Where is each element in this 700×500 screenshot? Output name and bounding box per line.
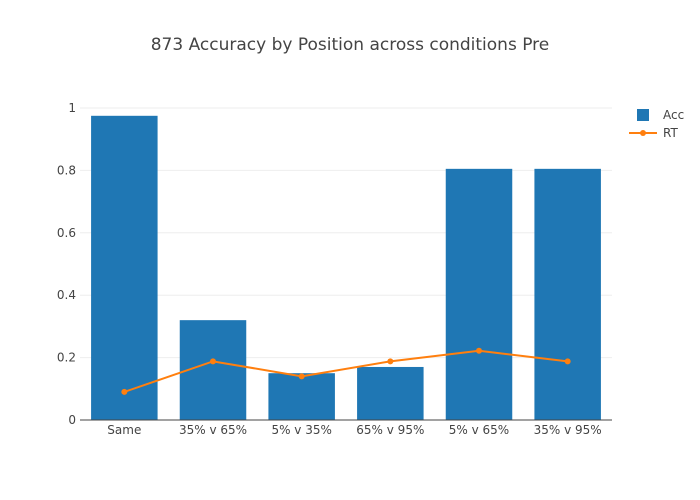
y-axis: 0 0.2 0.4 0.6 0.8 1 [57,101,76,427]
y-tick-label: 0.4 [57,288,76,302]
x-tick-label: 35% v 95% [534,423,602,437]
bar [268,373,335,420]
rt-point [210,358,216,365]
rt-point [564,358,571,365]
legend-label-rt: RT [663,126,678,140]
x-tick-label: Same [107,423,141,437]
x-tick-label: 5% v 65% [449,423,509,437]
x-tick-label: 65% v 95% [356,423,424,437]
grid [80,107,612,359]
bar-series [91,115,601,421]
x-tick-label: 5% v 35% [271,423,331,437]
rt-point [298,373,305,380]
rt-point [387,358,394,365]
rt-point [476,347,482,354]
rt-line [124,349,568,393]
y-tick-label: 0.2 [57,351,76,365]
x-axis: Same 35% v 65% 5% v 35% 65% v 95% 5% v 65% 35… [107,423,601,437]
legend: Acc RT [629,108,684,140]
rt-point [121,388,128,395]
x-tick-label: 35% v 65% [179,423,247,437]
y-tick-label: 0.6 [57,226,76,240]
bar [534,168,601,420]
bar [357,366,424,420]
bar [179,320,247,420]
legend-label-acc: Acc [663,108,684,122]
y-tick-label: 0 [68,413,76,427]
bar [91,115,158,421]
chart-title: 873 Accuracy by Position across conditio… [151,35,550,55]
y-tick-label: 0.8 [57,163,76,177]
legend-swatch-acc [637,109,649,121]
legend-swatch-rt-marker [640,130,646,136]
bar [445,168,513,420]
line-series [121,347,571,395]
y-tick-label: 1 [68,101,76,115]
